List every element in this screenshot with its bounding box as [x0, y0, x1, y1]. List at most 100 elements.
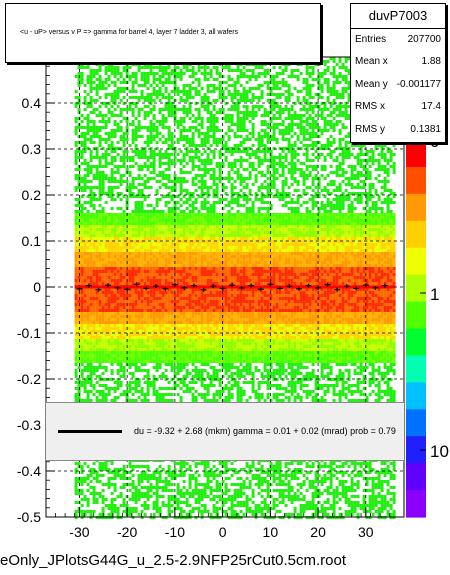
heatmap-cell	[182, 90, 186, 93]
heatmap-cell	[188, 486, 192, 489]
heatmap-cell	[152, 222, 156, 225]
heatmap-cell	[86, 78, 90, 81]
heatmap-cell	[86, 477, 90, 480]
heatmap-cell	[179, 387, 183, 390]
heatmap-cell	[116, 378, 120, 381]
heatmap-cell	[107, 297, 111, 300]
heatmap-cell	[200, 219, 204, 222]
heatmap-cell	[191, 69, 195, 72]
heatmap-cell	[101, 219, 105, 222]
heatmap-cell	[146, 99, 150, 102]
heatmap-cell	[200, 357, 204, 360]
heatmap-cell	[140, 294, 144, 297]
heatmap-cell	[83, 147, 87, 150]
heatmap-cell	[200, 309, 204, 312]
heatmap-cell	[146, 138, 150, 141]
heatmap-cell	[185, 288, 189, 291]
heatmap-cell	[143, 246, 147, 249]
heatmap-cell	[137, 270, 141, 273]
heatmap-cell	[185, 354, 189, 357]
heatmap-cell	[128, 309, 132, 312]
heatmap-cell	[185, 339, 189, 342]
heatmap-cell	[200, 87, 204, 90]
heatmap-cell	[197, 108, 201, 111]
heatmap-cell	[191, 303, 195, 306]
heatmap-cell	[176, 315, 180, 318]
heatmap-cell	[188, 294, 192, 297]
heatmap-cell	[113, 345, 117, 348]
heatmap-cell	[119, 474, 123, 477]
heatmap-cell	[110, 510, 114, 513]
heatmap-cell	[95, 72, 99, 75]
heatmap-cell	[185, 63, 189, 66]
heatmap-cell	[137, 192, 141, 195]
heatmap-cell	[143, 255, 147, 258]
heatmap-cell	[113, 312, 117, 315]
heatmap-cell	[170, 378, 174, 381]
heatmap-cell	[143, 237, 147, 240]
heatmap-cell	[140, 321, 144, 324]
heatmap-cell	[143, 375, 147, 378]
heatmap-cell	[101, 279, 105, 282]
heatmap-cell	[110, 483, 114, 486]
heatmap-cell	[80, 204, 84, 207]
heatmap-cell	[185, 342, 189, 345]
heatmap-cell	[155, 324, 159, 327]
heatmap-cell	[113, 330, 117, 333]
heatmap-cell	[143, 243, 147, 246]
heatmap-cell	[74, 249, 78, 252]
heatmap-cell	[107, 312, 111, 315]
heatmap-cell	[128, 216, 132, 219]
heatmap-cell	[179, 510, 183, 513]
heatmap-cell	[191, 225, 195, 228]
heatmap-cell	[194, 294, 198, 297]
heatmap-cell	[119, 477, 123, 480]
heatmap-cell	[185, 282, 189, 285]
heatmap-cell	[170, 135, 174, 138]
heatmap-cell	[107, 276, 111, 279]
heatmap-cell	[212, 222, 216, 225]
heatmap-cell	[212, 276, 216, 279]
heatmap-cell	[200, 144, 204, 147]
heatmap-cell	[77, 204, 81, 207]
heatmap-cell	[92, 270, 96, 273]
heatmap-cell	[158, 474, 162, 477]
heatmap-cell	[164, 279, 168, 282]
heatmap-cell	[86, 246, 90, 249]
heatmap-cell	[206, 330, 210, 333]
heatmap-cell	[158, 288, 162, 291]
heatmap-cell	[146, 267, 150, 270]
heatmap-cell	[158, 264, 162, 267]
heatmap-cell	[197, 306, 201, 309]
heatmap-cell	[89, 327, 93, 330]
heatmap-cell	[152, 276, 156, 279]
heatmap-cell	[74, 348, 78, 351]
heatmap-cell	[116, 339, 120, 342]
heatmap-cell	[134, 144, 138, 147]
heatmap-cell	[107, 270, 111, 273]
heatmap-cell	[137, 99, 141, 102]
heatmap-cell	[149, 357, 153, 360]
heatmap-cell	[86, 474, 90, 477]
heatmap-cell	[122, 246, 126, 249]
heatmap-cell	[155, 336, 159, 339]
heatmap-cell	[104, 258, 108, 261]
heatmap-cell	[164, 315, 168, 318]
heatmap-cell	[203, 243, 207, 246]
heatmap-cell	[143, 156, 147, 159]
heatmap-cell	[158, 261, 162, 264]
heatmap-cell	[125, 150, 129, 153]
heatmap-cell	[182, 87, 186, 90]
heatmap-cell	[197, 150, 201, 153]
heatmap-cell	[200, 333, 204, 336]
heatmap-cell	[149, 345, 153, 348]
heatmap-cell	[200, 276, 204, 279]
heatmap-cell	[122, 96, 126, 99]
heatmap-cell	[164, 261, 168, 264]
heatmap-cell	[149, 318, 153, 321]
heatmap-cell	[143, 105, 147, 108]
heatmap-cell	[170, 309, 174, 312]
heatmap-cell	[170, 333, 174, 336]
heatmap-cell	[146, 63, 150, 66]
heatmap-cell	[146, 324, 150, 327]
